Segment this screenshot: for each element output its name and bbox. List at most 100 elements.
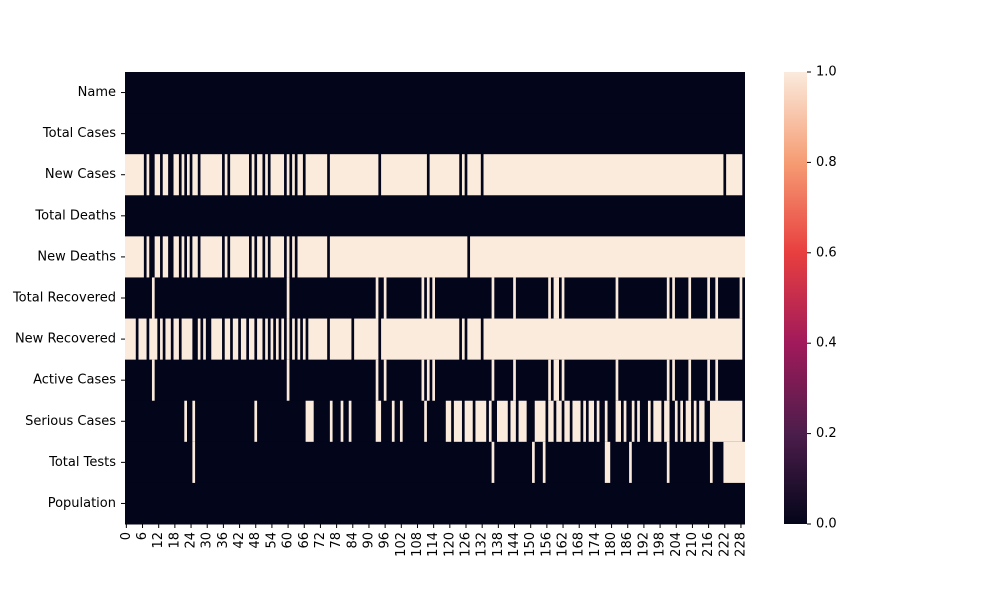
x-tick-label: 192 (636, 532, 651, 557)
heatmap-cell-missing (548, 277, 551, 320)
heatmap-cell-missing (249, 318, 255, 361)
x-tick-label: 114 (426, 532, 441, 557)
heatmap-cell-missing (572, 400, 581, 443)
heatmap-cell-missing (666, 359, 670, 402)
heatmap-cell-missing (647, 400, 651, 443)
heatmap-cell-missing (265, 236, 268, 278)
heatmap-cell-missing (510, 400, 516, 443)
y-tick-label: Total Deaths (34, 208, 116, 223)
heatmap-cell-missing (286, 359, 290, 402)
heatmap-cell-missing (421, 277, 425, 320)
heatmap-cell-missing (583, 400, 586, 443)
heatmap-cell-missing (561, 277, 565, 320)
heatmap-cell-missing (426, 359, 430, 402)
heatmap-cells (125, 72, 745, 525)
heatmap-cell-missing (699, 400, 705, 443)
heatmap-cell-missing (483, 318, 743, 361)
heatmap-cell-missing (125, 318, 136, 361)
y-tick-label: Name (78, 85, 116, 100)
heatmap-cell-missing (461, 318, 465, 361)
heatmap-cell-missing (181, 318, 193, 361)
heatmap-cell-missing (230, 154, 249, 196)
heatmap-cell-missing (534, 400, 546, 443)
heatmap-cell-missing (475, 400, 487, 443)
heatmap-cell-missing (666, 277, 670, 320)
heatmap-cell-missing (381, 318, 460, 361)
heatmap-cell-missing (672, 359, 675, 402)
heatmap-cell-missing (200, 154, 223, 196)
heatmap-row-total-tests (125, 441, 745, 484)
heatmap-cell-missing (275, 318, 279, 361)
heatmap-cell-missing (340, 400, 344, 443)
x-tick-label: 72 (313, 532, 328, 549)
heatmap-cell-missing (375, 400, 382, 443)
heatmap-cell-missing (125, 236, 144, 278)
heatmap-cell-missing (453, 400, 462, 443)
heatmap-cell-missing (265, 318, 268, 361)
x-tick-label: 174 (588, 532, 603, 557)
x-tick-label: 126 (459, 532, 474, 557)
heatmap-cell-missing (302, 318, 306, 361)
heatmap-cell-missing (421, 359, 425, 402)
heatmap-cell-missing (470, 236, 745, 278)
heatmap-cell-missing (297, 318, 301, 361)
heatmap-cell-missing (383, 359, 387, 402)
heatmap-cell-missing (375, 277, 379, 320)
heatmap-cell-missing (467, 318, 481, 361)
x-tick-label: 216 (701, 532, 716, 557)
heatmap-cell-missing (664, 400, 670, 443)
colorbar-tick-label: 0.6 (816, 245, 837, 260)
x-tick-label: 186 (620, 532, 635, 557)
x-tick-label: 6 (135, 532, 150, 540)
heatmap-cell-missing (739, 277, 743, 320)
heatmap-cell-missing (548, 359, 551, 402)
x-tick-label: 96 (378, 532, 393, 549)
heatmap-cell-missing (292, 318, 295, 361)
heatmap-cell-missing (604, 400, 608, 443)
heatmap-cell-missing (354, 318, 379, 361)
heatmap-cell-missing (224, 318, 231, 361)
heatmap-cell-missing (432, 277, 435, 320)
heatmap-cell-missing (149, 318, 158, 361)
x-tick-label: 48 (248, 532, 263, 549)
colorbar: 0.0 0.2 0.4 0.6 0.8 1.0 (784, 65, 837, 532)
heatmap-cell-missing (305, 400, 314, 443)
y-tick-label: New Deaths (37, 249, 116, 264)
heatmap-cell-missing (181, 154, 185, 196)
heatmap-cell-missing (329, 154, 379, 196)
heatmap-cell-missing (426, 277, 430, 320)
heatmap-cell-missing (666, 441, 670, 484)
heatmap-cell-missing (399, 400, 403, 443)
heatmap-cell-missing (329, 236, 468, 278)
heatmap-cell-missing (491, 277, 495, 320)
heatmap-cell-missing (709, 441, 713, 484)
heatmap-cell-missing (548, 400, 554, 443)
heatmap-cell-missing (230, 236, 249, 278)
heatmap-cell-missing (162, 236, 169, 278)
heatmap-cell-missing (173, 154, 179, 196)
heatmap-cell-missing (553, 277, 559, 320)
x-tick-label: 138 (491, 532, 506, 557)
x-tick-label: 162 (556, 532, 571, 557)
heatmap-cell-missing (391, 400, 395, 443)
heatmap-cell-missing (542, 441, 546, 484)
heatmap-cell-missing (251, 154, 255, 196)
heatmap-cell-missing (197, 318, 201, 361)
heatmap-cell-missing (257, 236, 263, 278)
y-tick-label: Total Cases (42, 126, 116, 141)
x-tick-label: 108 (410, 532, 425, 557)
heatmap-cell-missing (688, 359, 692, 402)
heatmap-cell-missing (281, 318, 285, 361)
heatmap-cell-missing (429, 154, 460, 196)
x-tick-label: 120 (442, 532, 457, 557)
heatmap-cell-missing (623, 400, 627, 443)
heatmap-row-total-cases (125, 113, 745, 155)
heatmap-cell-missing (464, 400, 473, 443)
x-tick-label: 30 (200, 532, 215, 549)
heatmap-cell-missing (588, 400, 595, 443)
heatmap-cell-missing (211, 318, 223, 361)
heatmap-cell-missing (270, 154, 285, 196)
heatmap-cell-missing (138, 318, 147, 361)
y-tick-label: Population (48, 496, 116, 511)
